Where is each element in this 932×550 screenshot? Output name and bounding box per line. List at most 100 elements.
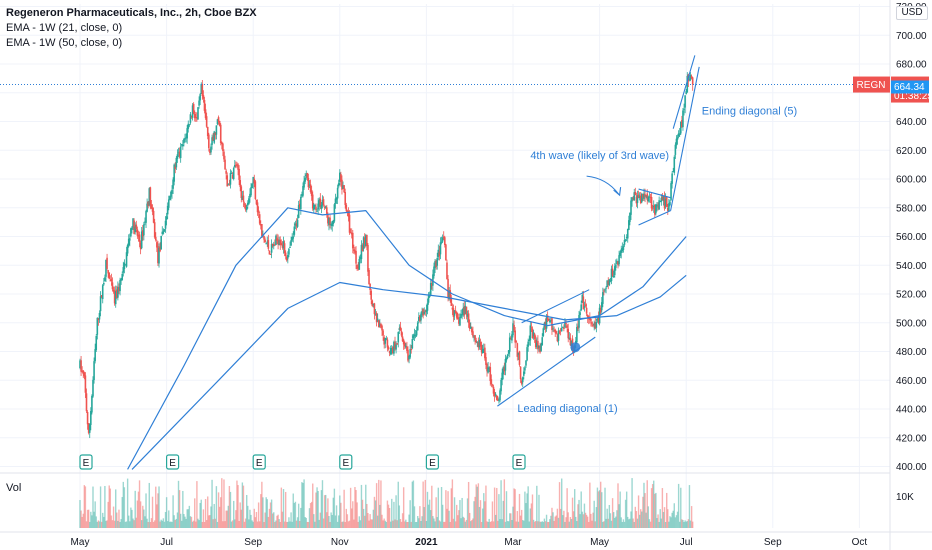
- candle-body: [490, 379, 493, 385]
- candle-body: [613, 266, 616, 276]
- candle-body: [167, 199, 170, 208]
- volume-bar: [404, 521, 406, 528]
- earnings-marker[interactable]: [166, 454, 180, 470]
- volume-bar: [143, 509, 145, 528]
- volume-bar: [449, 521, 451, 528]
- price-tick-label: 560.00: [896, 232, 927, 243]
- volume-bar: [133, 520, 135, 528]
- volume-bar: [225, 510, 227, 528]
- candle-body: [600, 302, 603, 311]
- candle-body: [177, 152, 180, 154]
- candle-body: [251, 184, 253, 189]
- volume-bar: [427, 504, 430, 528]
- candle-body: [478, 339, 481, 348]
- ema21-line[interactable]: [127, 207, 687, 470]
- volume-bar: [476, 486, 478, 528]
- ema21-legend[interactable]: EMA - 1W (21, close, 0): [6, 22, 123, 34]
- volume-bar: [556, 508, 559, 528]
- candle-body: [426, 303, 429, 311]
- candle-body: [541, 337, 544, 346]
- candle-body: [159, 246, 161, 252]
- candle-body: [348, 214, 351, 233]
- trendline[interactable]: [638, 188, 671, 199]
- volume-bar: [516, 511, 519, 528]
- candle-body: [166, 205, 169, 215]
- annotation-text[interactable]: Leading diagonal (1): [517, 403, 617, 415]
- candle-body: [236, 164, 238, 166]
- candle-body: [143, 224, 145, 236]
- annotation-text[interactable]: 4th wave (likely of 3rd wave): [530, 150, 669, 162]
- volume-bar: [121, 497, 123, 528]
- candle-body: [272, 245, 275, 247]
- earnings-marker[interactable]: [512, 454, 526, 470]
- trendline[interactable]: [670, 66, 700, 211]
- volume-bar: [446, 508, 448, 528]
- volume-bar: [273, 512, 275, 528]
- earnings-marker[interactable]: [252, 454, 266, 470]
- candle-body: [196, 117, 198, 119]
- volume-bar: [323, 495, 326, 528]
- volume-bar: [340, 502, 342, 528]
- annotation-text[interactable]: Ending diagonal (5): [702, 105, 797, 117]
- price-tick-label: 500.00: [896, 318, 927, 329]
- volume-bar: [689, 520, 692, 528]
- candle-body: [458, 319, 460, 324]
- candle-body: [632, 198, 634, 200]
- volume-bar: [108, 485, 110, 528]
- volume-bar: [195, 521, 197, 528]
- candle-body: [462, 308, 465, 315]
- ema50-line[interactable]: [131, 274, 687, 470]
- candle-body: [308, 184, 311, 186]
- candle-body: [173, 164, 175, 182]
- price-tick-label: 480.00: [896, 347, 927, 358]
- candle-body: [287, 255, 289, 259]
- volume-bar: [233, 500, 235, 528]
- candle-body: [637, 194, 640, 198]
- candle-body: [85, 393, 88, 412]
- candle-body: [239, 180, 242, 187]
- volume-bar: [196, 481, 198, 528]
- volume-bar: [318, 519, 320, 528]
- candle-body: [397, 332, 400, 343]
- candle-body: [269, 253, 272, 255]
- volume-bar: [91, 515, 93, 528]
- earnings-marker[interactable]: [425, 454, 439, 470]
- volume-bar: [415, 521, 418, 528]
- volume-bar: [150, 518, 153, 528]
- candle-body: [263, 235, 265, 240]
- candle-body: [137, 234, 140, 237]
- candle-body: [257, 210, 260, 213]
- event-marker[interactable]: [570, 342, 581, 353]
- candle-body: [264, 239, 266, 243]
- trendline[interactable]: [638, 210, 671, 226]
- volume-bar: [660, 518, 663, 528]
- candle-body: [150, 204, 153, 209]
- volume-bar: [277, 514, 279, 528]
- volume-bar: [691, 521, 694, 528]
- candle-body: [184, 138, 186, 140]
- candle-body: [296, 219, 299, 227]
- volume-bar: [479, 500, 482, 528]
- candle-body: [305, 174, 308, 176]
- earnings-marker-label: E: [429, 458, 436, 469]
- volume-bar: [283, 521, 286, 528]
- candle-body: [393, 341, 395, 354]
- volume-bar: [581, 511, 583, 528]
- candle-body: [195, 116, 197, 119]
- ema50-legend[interactable]: EMA - 1W (50, close, 0): [6, 37, 123, 49]
- candle-body: [182, 144, 184, 147]
- earnings-marker-label: E: [342, 458, 349, 469]
- earnings-marker[interactable]: [79, 454, 93, 470]
- candle-body: [459, 317, 461, 326]
- earnings-marker[interactable]: [339, 454, 353, 470]
- volume-label[interactable]: Vol: [6, 482, 22, 494]
- trendline[interactable]: [672, 55, 696, 129]
- volume-bar: [148, 482, 150, 528]
- time-tick-label: Sep: [244, 537, 262, 548]
- trendline[interactable]: [521, 289, 590, 324]
- currency-button[interactable]: USD: [896, 6, 928, 20]
- volume-bar: [592, 512, 594, 528]
- volume-bar: [137, 491, 140, 528]
- candle-body: [343, 185, 345, 193]
